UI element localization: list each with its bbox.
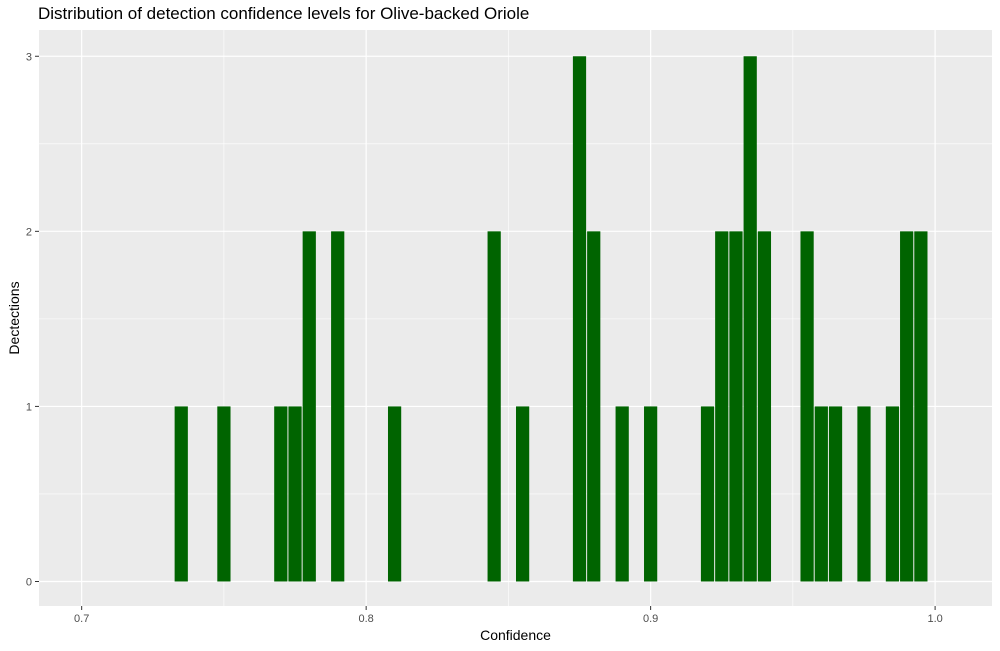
- histogram-bar: [217, 406, 231, 582]
- histogram-bar: [914, 231, 928, 582]
- y-tick-label: 0: [26, 576, 32, 588]
- y-tick-label: 1: [26, 401, 32, 413]
- y-axis-ticks: 0 1 2 3: [26, 51, 39, 588]
- x-tick-label: 0.7: [74, 613, 89, 625]
- histogram-bar: [757, 231, 772, 582]
- histogram-bar: [814, 406, 828, 582]
- x-tick-label: 0.8: [359, 613, 374, 625]
- histogram-bar: [274, 406, 288, 582]
- histogram-bar: [729, 231, 743, 582]
- x-axis-ticks: 0.7 0.8 0.9 1.0: [74, 606, 943, 625]
- histogram-bar: [615, 406, 629, 582]
- histogram-bar: [857, 406, 871, 582]
- histogram-bar: [644, 406, 658, 582]
- histogram-bar: [302, 231, 316, 582]
- histogram-bar: [587, 231, 601, 582]
- x-tick-label: 0.9: [643, 613, 658, 625]
- histogram-bar: [715, 231, 729, 582]
- histogram-bar: [487, 231, 501, 582]
- histogram-bar: [387, 406, 402, 582]
- y-tick-label: 3: [26, 51, 32, 63]
- histogram-bar: [174, 406, 188, 582]
- histogram-bar: [572, 56, 587, 582]
- histogram-bar: [885, 406, 900, 582]
- histogram-bar: [800, 231, 814, 582]
- histogram-bar: [516, 406, 530, 582]
- y-tick-label: 2: [26, 226, 32, 238]
- histogram-bar: [700, 406, 715, 582]
- bars: [174, 56, 928, 582]
- x-axis-title: Confidence: [480, 627, 551, 643]
- histogram-bar: [828, 406, 843, 582]
- y-axis-title: Dectections: [6, 281, 22, 354]
- x-tick-label: 1.0: [927, 613, 942, 625]
- histogram-bar: [900, 231, 914, 582]
- histogram-bar: [288, 406, 302, 582]
- chart-title: Distribution of detection confidence lev…: [38, 4, 530, 23]
- histogram-bar: [743, 56, 757, 582]
- histogram-bar: [331, 231, 345, 582]
